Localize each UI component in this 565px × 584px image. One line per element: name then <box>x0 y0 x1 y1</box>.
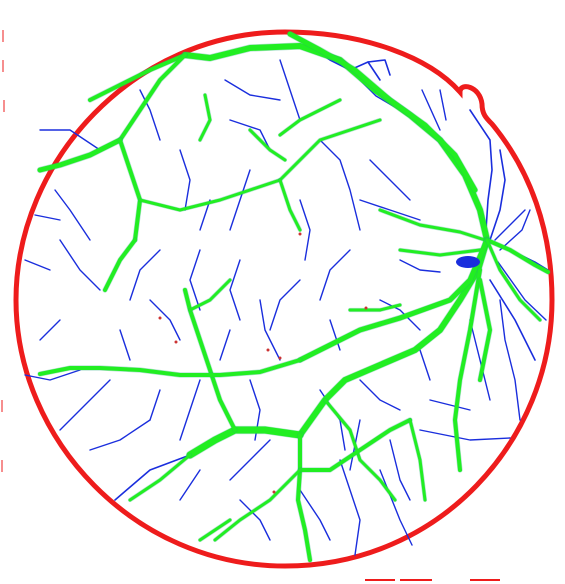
field-of-view-boundary <box>13 29 555 569</box>
thin-vessel-network <box>24 33 549 556</box>
optic-disc <box>456 256 480 268</box>
thick-vessel-network <box>36 30 551 563</box>
error-specks <box>158 232 368 494</box>
edge-artifacts <box>1 30 500 581</box>
